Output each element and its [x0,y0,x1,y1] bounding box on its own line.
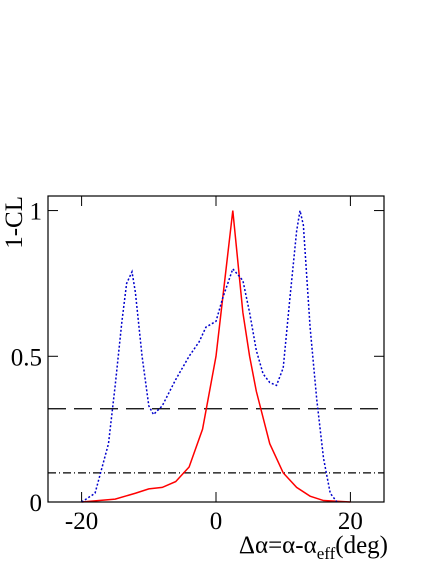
x-title-main: Δα=α-α [239,532,317,559]
y-tick-label: 0.5 [11,344,42,371]
x-tick-label: -20 [65,508,98,535]
data-line [81,210,338,503]
y-tick-label: 1 [30,199,43,226]
data-line [81,210,351,503]
x-title-sub: eff [317,544,336,563]
y-axis-title: 1-CL [1,196,28,249]
y-tick-label: 0 [30,490,43,517]
x-tick-label: 20 [338,508,363,535]
x-tick-label: 0 [210,508,223,535]
x-title-end: (deg) [335,532,388,559]
x-axis-title: Δα=α-αeff(deg) [239,532,388,563]
plot-frame [47,195,385,503]
